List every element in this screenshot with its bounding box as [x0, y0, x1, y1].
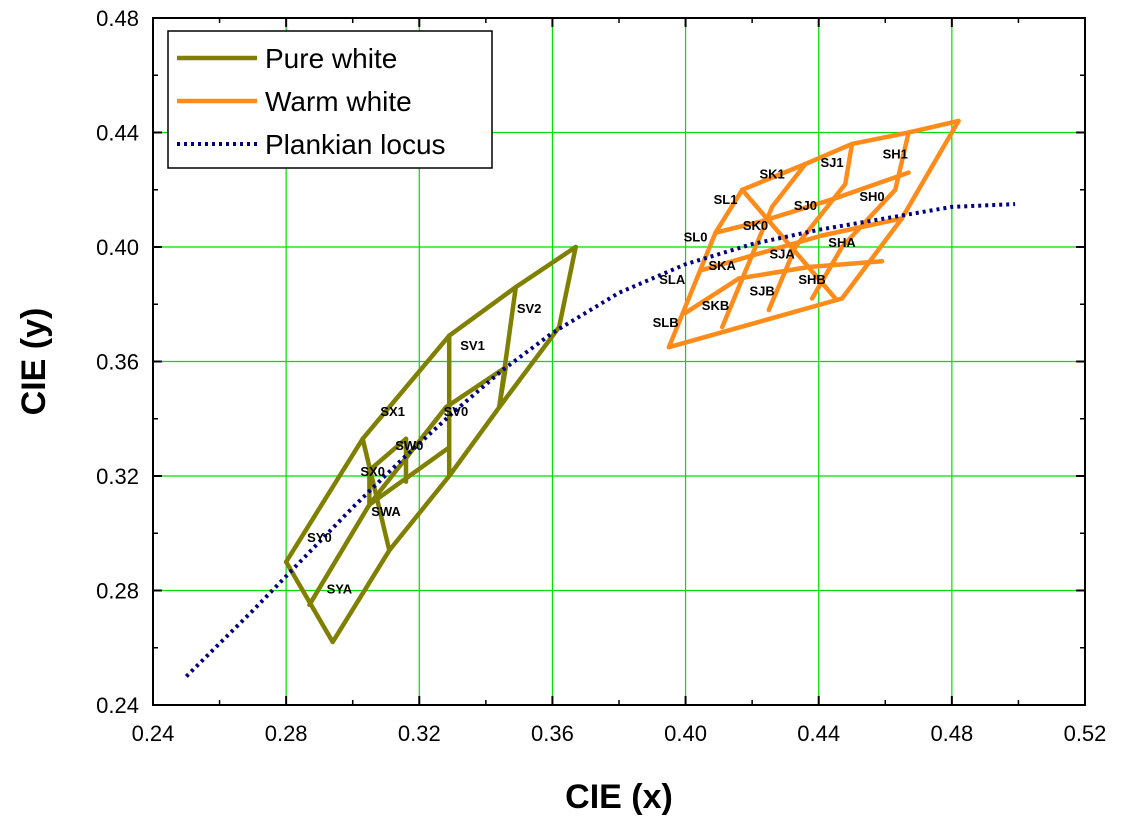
series-1-segment	[719, 161, 808, 330]
series-0-segment	[367, 436, 409, 473]
bin-label: SWA	[371, 504, 401, 519]
bin-label: SW0	[395, 438, 423, 453]
bin-label: SV1	[460, 338, 485, 353]
bin-label: SJ1	[820, 155, 843, 170]
series-0-segment	[496, 284, 519, 410]
y-tick-label: 0.32	[96, 464, 139, 489]
legend: Pure white Warm white Plankian locus	[167, 30, 493, 169]
bin-label: SLA	[659, 272, 686, 287]
bin-label: SX1	[380, 404, 405, 419]
series-1-segment	[766, 141, 855, 313]
series-0-segment	[360, 436, 392, 553]
bin-label: SKB	[702, 298, 729, 313]
y-tick-label: 0.40	[96, 235, 139, 260]
legend-items: Pure white Warm white Plankian locus	[177, 43, 446, 160]
x-tick-label: 0.44	[797, 721, 840, 746]
bin-label: SV0	[444, 404, 469, 419]
legend-label: Plankian locus	[265, 129, 446, 160]
bin-label: SV2	[517, 301, 542, 316]
series-layer	[184, 118, 1016, 678]
bin-label: SK0	[743, 218, 768, 233]
bin-label: SL1	[714, 192, 738, 207]
bin-label: SJ0	[794, 198, 817, 213]
legend-label: Warm white	[265, 86, 412, 117]
y-axis-title: CIE (y)	[15, 308, 53, 416]
series-1-segment	[683, 259, 885, 316]
y-tick-label: 0.28	[96, 579, 139, 604]
series-1-segment	[666, 118, 961, 350]
bin-label: SJB	[749, 284, 774, 299]
bin-label: SX0	[360, 464, 385, 479]
legend-label: Pure white	[265, 43, 397, 74]
series-1-segment	[809, 130, 911, 301]
axis-ticks: 0.24 0.28 0.32 0.36 0.40 0.44 0.48 0.52 0.24 0.28…	[96, 6, 1106, 746]
bin-label: SYA	[327, 581, 353, 596]
bin-label: SJA	[769, 246, 795, 261]
bin-label: SH1	[883, 146, 908, 161]
x-tick-label: 0.24	[132, 721, 175, 746]
x-tick-label: 0.36	[531, 721, 574, 746]
bin-label: SL0	[684, 229, 708, 244]
series-0-segment	[367, 364, 509, 507]
y-tick-label: 0.36	[96, 350, 139, 375]
x-tick-label: 0.28	[265, 721, 308, 746]
x-tick-label: 0.32	[398, 721, 441, 746]
bin-label: SHA	[828, 235, 856, 250]
bin-label: SK1	[759, 166, 784, 181]
bin-label: SHB	[798, 272, 825, 287]
series-1-segment	[713, 170, 911, 235]
y-tick-label: 0.48	[96, 6, 139, 31]
x-tick-label: 0.52	[1064, 721, 1107, 746]
bin-label: SLB	[653, 315, 679, 330]
x-axis-title: CIE (x)	[565, 778, 673, 816]
series-2-line	[184, 202, 1016, 678]
y-tick-label: 0.24	[96, 693, 139, 718]
bin-label: SH0	[859, 189, 884, 204]
bin-labels: SV2 SV1 SV0 SX1 SW0 SX0 SWA SY0 SYA SH1 SJ1 SK1 SH0 S…	[307, 146, 908, 596]
bin-label: SY0	[307, 530, 332, 545]
bin-label: SKA	[708, 258, 736, 273]
y-tick-label: 0.44	[96, 121, 139, 146]
x-tick-label: 0.48	[930, 721, 973, 746]
x-tick-label: 0.40	[664, 721, 707, 746]
series-0-segment	[283, 244, 578, 565]
series-1-segment	[739, 187, 838, 301]
series-1-segment	[666, 118, 961, 350]
